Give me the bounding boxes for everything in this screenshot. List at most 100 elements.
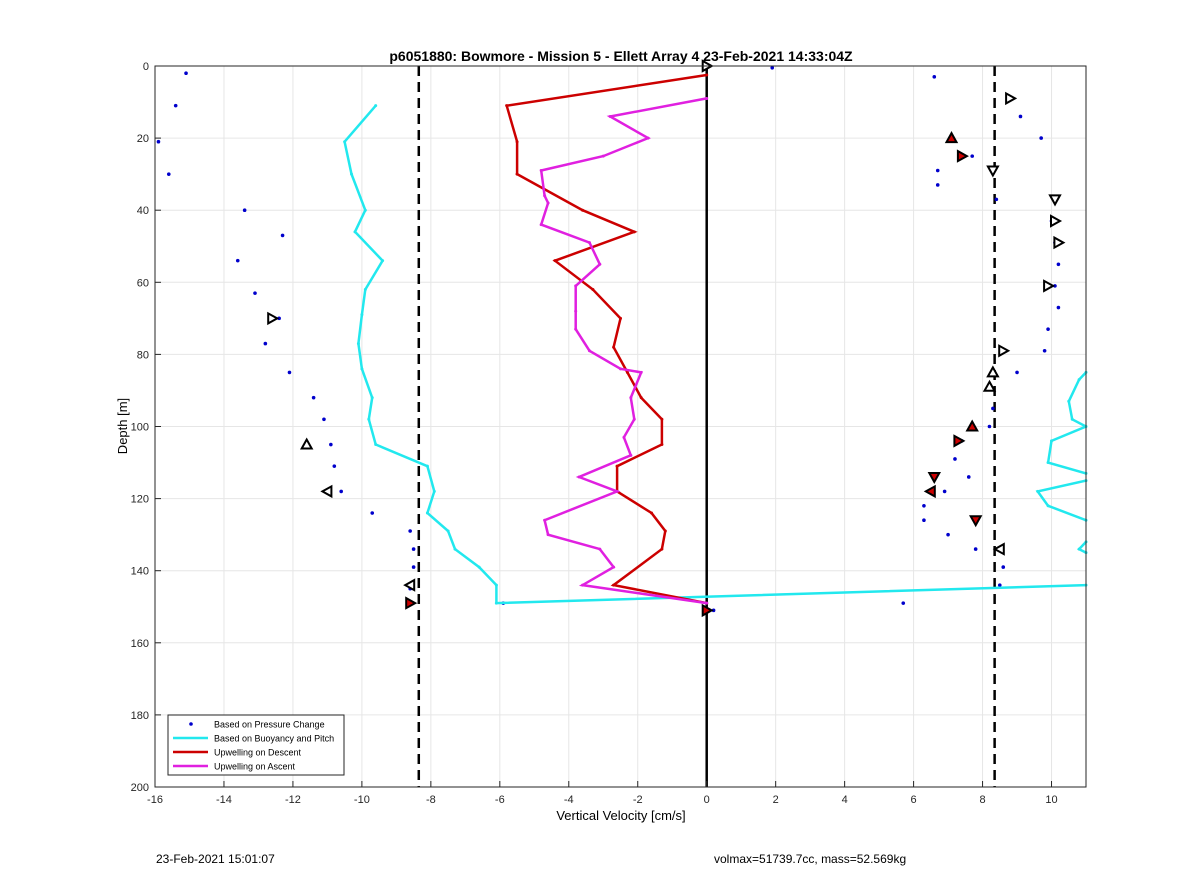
pressure-point: [287, 370, 292, 375]
pressure-point: [166, 172, 171, 176]
series-vertex: [505, 104, 509, 108]
x-tick-label: -10: [354, 794, 370, 806]
x-tick-label: 6: [911, 794, 917, 806]
series-vertex: [353, 230, 357, 234]
series-vertex: [615, 489, 619, 493]
grid-lines: [154, 65, 1086, 788]
x-tick-label: 8: [979, 794, 985, 806]
legend-label: Upwelling on Ascent: [214, 762, 296, 772]
series-vertex: [660, 547, 664, 551]
series-vertex: [660, 417, 664, 421]
pressure-point: [935, 168, 940, 173]
pressure-point: [263, 341, 268, 346]
pressure-point: [922, 504, 926, 508]
series-vertex: [350, 172, 354, 176]
series-vertex: [650, 511, 654, 515]
y-tick-label: 100: [131, 422, 149, 434]
triangle-marker: [1005, 91, 1018, 106]
series-vertex: [363, 288, 367, 292]
series-vertex: [360, 313, 364, 317]
pressure-point: [322, 417, 326, 422]
series-vertex: [625, 370, 629, 374]
pressure-point: [770, 66, 775, 70]
triangle-marker: [986, 365, 1000, 378]
pressure-point: [946, 532, 950, 537]
legend-label: Based on Buoyancy and Pitch: [214, 734, 334, 744]
series-vertex: [622, 435, 626, 439]
x-tick-label: 0: [704, 794, 710, 806]
footer-timestamp: 23-Feb-2021 15:01:07: [156, 852, 275, 866]
series-vertex: [360, 367, 364, 371]
pressure-point: [173, 103, 178, 108]
pressure-point: [253, 291, 257, 295]
series-vertex: [539, 169, 543, 173]
series-vertex: [601, 154, 605, 158]
series-line: [1035, 479, 1086, 522]
triangle-marker: [300, 437, 314, 450]
triangle-marker: [998, 344, 1011, 358]
y-tick-label: 160: [131, 638, 149, 650]
series-vertex: [425, 511, 429, 515]
pressure-point: [242, 208, 247, 212]
series-vertex: [1077, 547, 1081, 551]
pressure-point: [987, 424, 992, 429]
triangle-marker: [320, 484, 333, 499]
pressure-point: [332, 464, 337, 468]
pressure-point: [997, 583, 1002, 587]
pressure-point: [1042, 348, 1047, 353]
series-vertex: [1070, 417, 1074, 421]
series-vertex: [539, 223, 543, 227]
pressure-point: [156, 139, 161, 144]
series-vertex: [1046, 504, 1050, 508]
pressure-point: [408, 529, 412, 533]
pressure-point: [329, 442, 333, 447]
triangle-marker: [986, 165, 1000, 178]
x-tick-label: -14: [216, 794, 232, 806]
series-vertex: [639, 396, 643, 400]
x-tick-label: -4: [564, 794, 574, 806]
series-vertex: [632, 417, 636, 421]
pressure-point: [1015, 370, 1019, 375]
triangle-marker: [1043, 279, 1056, 293]
series-vertex: [615, 464, 619, 468]
pressure-point: [991, 406, 995, 411]
series-vertex: [343, 140, 347, 144]
x-tick-label: 10: [1045, 794, 1057, 806]
series-vertex: [629, 396, 633, 400]
series-vertex: [1067, 399, 1071, 403]
series-vertex: [363, 208, 367, 212]
series-vertex: [629, 453, 633, 457]
series-vertex: [612, 345, 616, 349]
pressure-point: [411, 565, 416, 569]
series-vertex: [574, 327, 578, 331]
pressure-point: [235, 258, 240, 263]
pressure-point: [1046, 327, 1050, 331]
series-vertex: [367, 417, 371, 421]
triangle-marker: [1048, 194, 1062, 207]
series-vertex: [646, 136, 650, 140]
series-line: [539, 97, 707, 605]
triangle-marker: [923, 484, 936, 499]
pressure-point: [932, 75, 937, 79]
series-line: [1046, 371, 1086, 475]
series-vertex: [515, 172, 519, 176]
pressure-point: [942, 489, 947, 494]
series-vertex: [660, 443, 664, 447]
series-vertex: [619, 316, 622, 320]
x-tick-label: 4: [842, 794, 848, 806]
pressure-point: [901, 601, 906, 605]
pressure-point: [970, 154, 975, 158]
y-tick-label: 140: [131, 566, 149, 578]
series-vertex: [598, 262, 602, 266]
series-vertex: [515, 140, 519, 144]
x-tick-label: -2: [633, 794, 643, 806]
series-vertex: [374, 443, 378, 447]
y-tick-label: 60: [137, 277, 149, 289]
series-line: [343, 104, 1086, 605]
triangle-marker: [1050, 214, 1063, 228]
reference-lines: [417, 66, 996, 787]
series-vertex: [374, 104, 378, 108]
legend: Based on Pressure Change Based on Buoyanc…: [167, 714, 345, 776]
triangle-marker: [953, 434, 966, 448]
